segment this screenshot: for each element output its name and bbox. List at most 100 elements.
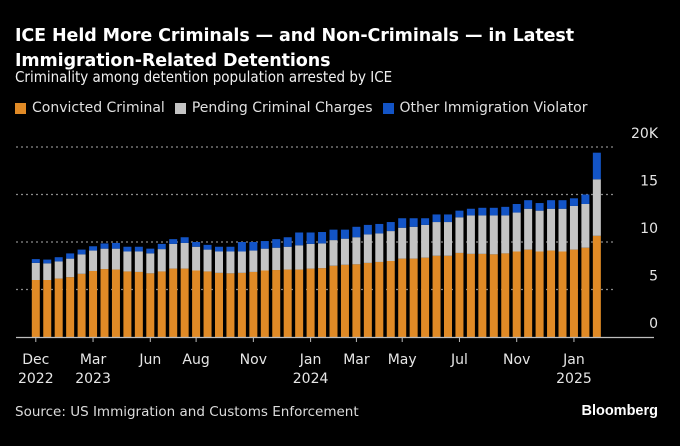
bar-segment-convicted-criminal [375,261,384,337]
bar-segment-pending-criminal-charges [524,208,533,250]
bar-segment-convicted-criminal [237,272,246,337]
bar-segment-pending-criminal-charges [409,226,418,259]
bar-segment-pending-criminal-charges [421,224,430,258]
bar-segment-other-immigration-violator [432,214,441,223]
bar-segment-convicted-criminal [512,251,521,337]
bar-segment-convicted-criminal [386,261,395,337]
bar-segment-other-immigration-violator [398,218,407,228]
bar-segment-pending-criminal-charges [146,253,155,274]
bar-segment-other-immigration-violator [100,243,109,249]
bar-segment-convicted-criminal [249,271,258,337]
bar-segment-convicted-criminal [89,270,98,337]
x-tick-label: Dec [22,352,49,368]
bar-segment-convicted-criminal [169,268,178,337]
bar-segment-convicted-criminal [455,252,464,337]
x-tick-year-label: 2025 [556,371,592,387]
bar-segment-other-immigration-violator [512,204,521,213]
legend-item-convicted: Convicted Criminal [15,100,165,116]
bar-segment-other-immigration-violator [89,246,98,251]
bar-segment-convicted-criminal [524,249,533,337]
bar-segment-other-immigration-violator [329,229,338,241]
bar-segment-convicted-criminal [306,268,315,337]
bar-segment-other-immigration-violator [134,246,143,252]
y-tick-label: 0 [649,316,658,332]
bar-segment-pending-criminal-charges [489,215,498,255]
bar-segment-pending-criminal-charges [111,248,120,270]
x-tick-label: Mar [80,352,107,368]
bar-segment-convicted-criminal [226,273,235,337]
bar-segment-other-immigration-violator [203,244,212,250]
bar-segment-other-immigration-violator [180,237,189,243]
x-tick-year-label: 2022 [18,371,54,387]
bar-segment-other-immigration-violator [295,232,304,246]
legend-label-other: Other Immigration Violator [399,100,588,116]
bar-segment-pending-criminal-charges [512,212,521,252]
bar-segment-pending-criminal-charges [100,248,109,270]
bar-segment-other-immigration-violator [77,249,86,255]
bar-segment-other-immigration-violator [455,210,464,218]
bar-segment-pending-criminal-charges [77,254,86,274]
bar-segment-other-immigration-violator [386,222,395,232]
bar-segment-other-immigration-violator [363,224,372,235]
bar-segment-other-immigration-violator [340,229,349,239]
bar-segment-pending-criminal-charges [226,251,235,274]
bar-segment-convicted-criminal [581,247,590,337]
bar-segment-other-immigration-violator [192,242,201,247]
bar-segment-other-immigration-violator [249,242,258,251]
chart-subtitle: Criminality among detention population a… [15,68,393,86]
bar-segment-other-immigration-violator [547,200,556,209]
bar-segment-convicted-criminal [409,258,418,337]
bar-segment-pending-criminal-charges [215,251,223,273]
bar-segment-convicted-criminal [203,271,212,337]
x-tick-label: Jan [562,352,585,368]
x-tick-label: Jul [450,352,468,368]
bar-segment-pending-criminal-charges [501,215,510,254]
bar-segment-pending-criminal-charges [237,251,246,273]
bar-segment-convicted-criminal [111,269,120,337]
bar-segment-convicted-criminal [283,269,292,337]
bar-segment-other-immigration-violator [260,241,269,249]
bar-segment-pending-criminal-charges [295,245,304,270]
bar-segment-other-immigration-violator [569,198,578,206]
bar-segment-other-immigration-violator [237,242,246,252]
bar-segment-pending-criminal-charges [260,248,269,271]
bar-segment-pending-criminal-charges [157,249,166,272]
bar-segment-pending-criminal-charges [123,251,132,272]
bar-segment-convicted-criminal [31,280,40,337]
x-tick-year-label: 2023 [75,371,111,387]
bar-segment-pending-criminal-charges [444,222,452,256]
bar-segment-convicted-criminal [123,271,132,337]
bar-segment-pending-criminal-charges [66,258,75,278]
bar-segment-pending-criminal-charges [249,250,258,272]
bar-segment-convicted-criminal [340,264,349,337]
bar-segment-convicted-criminal [180,268,189,337]
bar-segment-convicted-criminal [54,278,63,337]
x-tick-label: Nov [240,352,267,368]
bar-segment-pending-criminal-charges [466,215,475,254]
bar-segment-pending-criminal-charges [558,208,567,252]
bar-segment-convicted-criminal [444,255,452,337]
y-tick-label: 5 [649,269,658,285]
bloomberg-logo: Bloomberg [581,403,658,419]
x-tick-label: Jun [138,352,161,368]
bar-segment-other-immigration-violator [146,248,155,254]
bar-segment-pending-criminal-charges [352,237,361,265]
legend: Convicted Criminal Pending Criminal Char… [15,100,598,116]
bar-segment-pending-criminal-charges [169,243,178,269]
bar-segment-other-immigration-violator [215,246,223,252]
x-tick-label: Nov [503,352,530,368]
bar-segment-pending-criminal-charges [398,227,407,259]
bar-segment-pending-criminal-charges [581,204,590,248]
bar-segment-convicted-criminal [329,265,338,337]
chart-title: ICE Held More Criminals — and Non-Crimin… [15,26,575,71]
bar-segment-pending-criminal-charges [569,205,578,250]
bar-segment-other-immigration-violator [54,257,63,262]
bars [31,152,601,337]
bar-segment-pending-criminal-charges [547,208,556,251]
source-note: Source: US Immigration and Customs Enfor… [15,404,359,420]
bar-segment-pending-criminal-charges [329,240,338,266]
legend-swatch-convicted [15,102,26,114]
bar-segment-convicted-criminal [489,254,498,337]
bar-segment-other-immigration-violator [66,253,75,259]
